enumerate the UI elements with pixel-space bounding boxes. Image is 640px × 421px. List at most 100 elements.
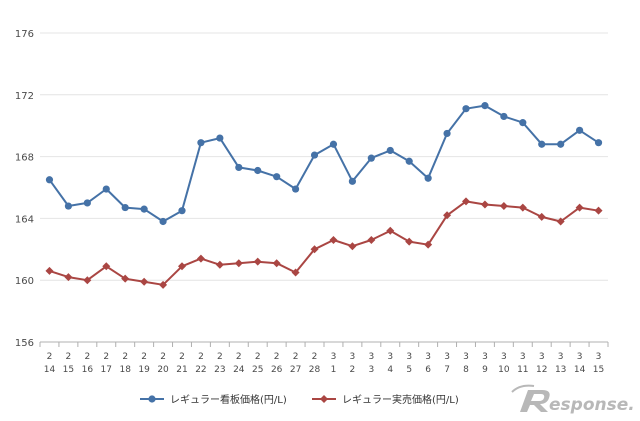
- legend-marker-circle: [148, 395, 156, 403]
- x-tick-label-month: 3: [406, 352, 412, 362]
- x-tick-label-month: 3: [444, 352, 450, 362]
- x-tick-label-day: 21: [176, 365, 187, 375]
- data-point: [178, 207, 186, 215]
- x-tick-label-month: 2: [255, 352, 261, 362]
- data-point: [575, 203, 584, 212]
- x-tick-label-day: 1: [331, 365, 337, 375]
- x-tick-label-month: 3: [387, 352, 393, 362]
- data-point: [443, 129, 451, 138]
- x-tick-label-month: 3: [520, 352, 526, 362]
- data-point: [121, 203, 129, 212]
- x-tick-label-month: 2: [179, 352, 185, 362]
- legend-marker-diamond: [320, 395, 328, 403]
- x-tick-label-month: 3: [596, 352, 602, 362]
- series-group: [45, 102, 603, 289]
- data-point: [556, 217, 565, 226]
- grid-lines: [40, 32, 608, 343]
- x-tick-label-month: 3: [463, 352, 469, 362]
- x-tick-label-day: 9: [482, 365, 488, 375]
- x-tick-label-month: 3: [350, 352, 356, 362]
- data-point: [64, 273, 73, 282]
- watermark-text: esponse.: [549, 395, 635, 415]
- x-tick-label-day: 8: [463, 365, 469, 375]
- data-point: [121, 274, 130, 283]
- y-axis: 156 160 164 168 172 176: [15, 29, 34, 349]
- data-point: [329, 236, 338, 245]
- x-axis: 2142152162172182192202212222232242252262…: [39, 342, 609, 375]
- data-point: [537, 212, 546, 221]
- x-tick-label-month: 2: [198, 352, 204, 362]
- data-point: [462, 105, 470, 113]
- x-tick-label-day: 6: [425, 365, 431, 375]
- data-point: [215, 260, 224, 269]
- x-tick-label-month: 3: [482, 352, 488, 362]
- data-point: [83, 276, 92, 285]
- x-tick-label-month: 2: [66, 352, 72, 362]
- data-point: [216, 134, 224, 142]
- x-tick-label-day: 2: [350, 365, 356, 375]
- data-point: [310, 245, 319, 254]
- data-point: [481, 102, 489, 110]
- x-tick-label-day: 14: [574, 365, 586, 375]
- data-point: [310, 151, 319, 159]
- x-tick-label-month: 2: [141, 352, 147, 362]
- x-tick-label-month: 2: [84, 352, 90, 362]
- x-tick-label-day: 5: [406, 365, 412, 375]
- response-watermark: esponse.: [511, 384, 635, 415]
- data-point: [197, 139, 205, 147]
- data-point: [102, 185, 110, 193]
- x-tick-label-month: 2: [47, 352, 53, 362]
- data-point: [367, 236, 376, 245]
- y-tick-label: 164: [15, 214, 34, 225]
- x-tick-label-day: 13: [555, 365, 566, 375]
- x-tick-label-month: 2: [236, 352, 242, 362]
- x-tick-label-month: 3: [539, 352, 545, 362]
- y-tick-label: 156: [15, 338, 34, 349]
- data-point: [462, 197, 470, 206]
- data-point: [253, 257, 262, 266]
- data-point: [329, 140, 338, 148]
- data-point: [292, 185, 300, 193]
- data-point: [64, 202, 72, 210]
- x-tick-label-day: 14: [44, 365, 56, 375]
- x-tick-label-month: 3: [425, 352, 431, 362]
- data-point: [443, 211, 452, 220]
- y-tick-label: 168: [15, 153, 34, 164]
- data-point: [386, 226, 395, 235]
- data-point: [480, 200, 489, 209]
- x-tick-label-day: 16: [82, 365, 94, 375]
- x-tick-label-day: 18: [119, 365, 131, 375]
- x-tick-label-day: 10: [498, 365, 510, 375]
- data-point: [500, 112, 508, 121]
- data-point: [348, 177, 356, 185]
- data-point: [499, 202, 508, 211]
- data-point: [348, 242, 357, 251]
- x-tick-label-month: 2: [217, 352, 223, 362]
- data-point: [405, 237, 414, 246]
- legend-item-signboard-price: レギュラー看板価格(円/L): [140, 393, 287, 406]
- data-point: [254, 166, 262, 175]
- x-tick-label-day: 22: [195, 365, 206, 375]
- x-tick-label-day: 15: [593, 365, 604, 375]
- data-point: [576, 126, 584, 134]
- x-tick-label-month: 3: [558, 352, 564, 362]
- x-tick-label-day: 20: [157, 365, 169, 375]
- x-tick-label-day: 19: [138, 365, 150, 375]
- x-tick-label-day: 4: [387, 365, 393, 375]
- data-point: [45, 266, 54, 275]
- y-tick-label: 160: [15, 276, 34, 287]
- x-tick-label-day: 11: [517, 365, 528, 375]
- legend-label: レギュラー実売価格(円/L): [342, 393, 459, 406]
- data-point: [83, 199, 91, 207]
- data-point: [272, 259, 281, 268]
- data-point: [518, 203, 527, 212]
- response-r-logo-icon: [511, 384, 550, 412]
- series-line-1: [49, 200, 599, 286]
- data-point: [367, 154, 375, 162]
- data-point: [196, 254, 205, 263]
- data-point: [519, 119, 527, 127]
- data-point: [424, 240, 433, 249]
- x-tick-label-day: 12: [536, 365, 547, 375]
- data-point: [273, 173, 281, 181]
